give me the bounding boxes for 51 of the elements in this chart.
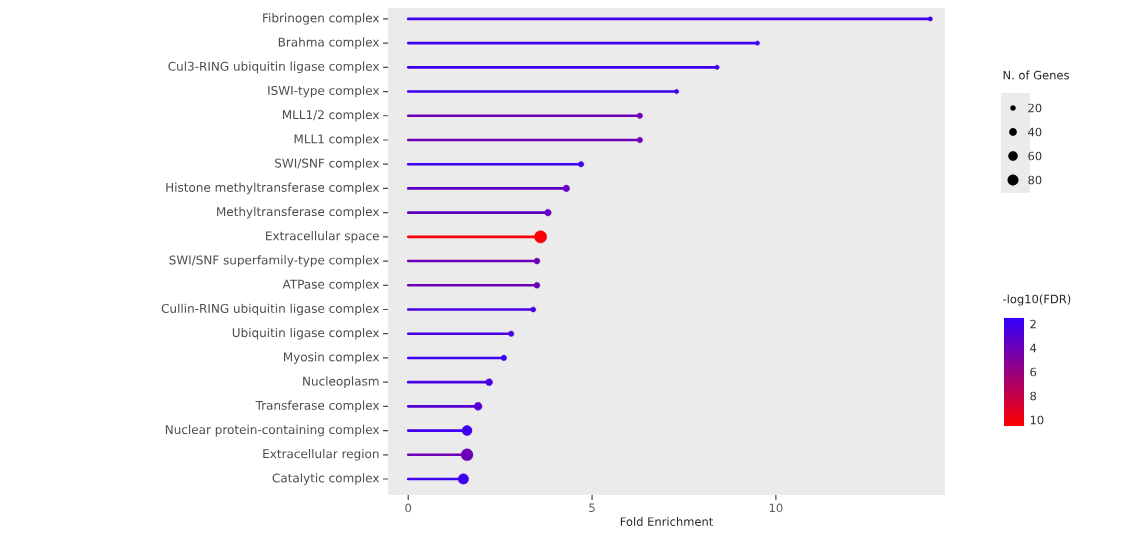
y-tick-label: Histone methyltransferase complex (166, 182, 380, 195)
point (533, 282, 541, 289)
point (674, 89, 680, 94)
y-tick-label: ATPase complex (282, 279, 380, 292)
x-tick-label: 0 (405, 503, 412, 513)
x-axis-title: Fold Enrichment (620, 517, 714, 526)
point (755, 40, 760, 46)
point (544, 209, 552, 217)
y-tick-label: Fibrinogen complex (263, 13, 380, 25)
y-tick-label: Extracellular space (266, 231, 379, 243)
y-tick-label: Cul3-RING ubiquitin ligase complex (168, 61, 380, 74)
point (636, 112, 643, 119)
point (714, 64, 720, 70)
color-bar-label: 8 (1030, 391, 1037, 401)
color-bar-label: 4 (1030, 343, 1037, 353)
color-bar-label: 10 (1030, 415, 1044, 425)
legend-label: 20 (1028, 103, 1042, 113)
y-tick-label: Brahma complex (278, 37, 380, 49)
point (508, 330, 515, 337)
y-tick-label: Catalytic complex (272, 473, 380, 485)
point (485, 378, 493, 386)
y-tick-label: Cullin-RING ubiquitin ligase complex (161, 303, 380, 316)
y-tick-label: Ubiquitin ligase complex (232, 327, 380, 340)
y-tick-label: MLL1/2 complex (282, 109, 380, 122)
point (530, 306, 537, 313)
point (533, 257, 541, 265)
y-tick-label: Myosin complex (284, 352, 380, 364)
point (927, 16, 933, 22)
point (473, 402, 483, 411)
legend-label: 60 (1028, 151, 1042, 161)
point (500, 354, 507, 361)
y-tick-label: SWI/SNF superfamily-type complex (169, 255, 380, 267)
legend-label: 80 (1028, 175, 1042, 185)
point (578, 161, 585, 168)
y-tick-label: Nuclear protein-containing complex (165, 424, 380, 437)
y-tick-label: SWI/SNF complex (275, 158, 380, 171)
legend-title: N. of Genes (1003, 70, 1069, 80)
point (636, 136, 643, 143)
x-tick-label: 10 (769, 503, 783, 513)
point (562, 184, 570, 192)
y-tick-label: MLL1 complex (294, 134, 380, 146)
y-tick-label: Extracellular region (263, 448, 379, 461)
x-tick-label: 5 (589, 503, 595, 513)
color-bar-title: -log10(FDR) (1003, 294, 1071, 306)
y-tick-label: Methyltransferase complex (217, 206, 380, 219)
y-tick-label: Transferase complex (255, 400, 380, 413)
y-tick-label: Nucleoplasm (303, 376, 379, 388)
legend-label: 40 (1028, 127, 1042, 137)
y-tick-label: ISWI-type complex (268, 85, 380, 98)
color-bar-label: 2 (1030, 319, 1036, 329)
color-bar-label: 6 (1030, 367, 1037, 377)
